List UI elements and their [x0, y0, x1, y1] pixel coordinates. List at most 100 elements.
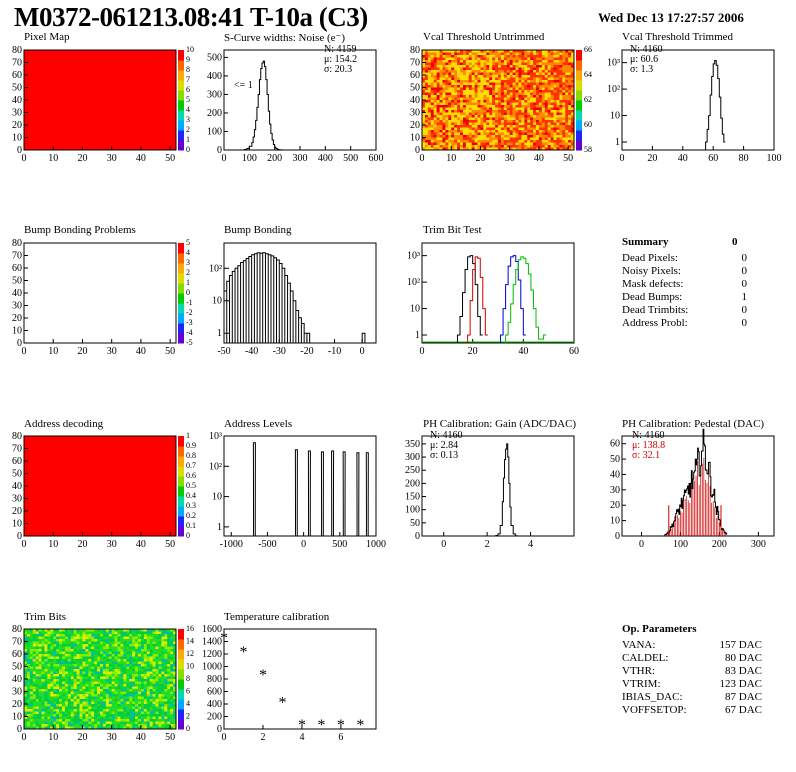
heatmap-cell: [91, 671, 95, 675]
heatmap-cell: [495, 127, 499, 131]
heatmap-cell: [173, 696, 177, 700]
heatmap-cell: [97, 701, 101, 705]
heatmap-cell: [26, 699, 31, 702]
heatmap-cell: [56, 639, 60, 642]
heatmap-cell: [173, 669, 177, 672]
heatmap-cell: [53, 661, 57, 665]
heatmap-cell: [527, 82, 531, 86]
heatmap-cell: [70, 669, 74, 672]
heatmap-cell: [454, 100, 458, 103]
heatmap-cell: [477, 72, 481, 76]
heatmap-cell: [468, 142, 472, 146]
heatmap-cell: [167, 709, 171, 712]
heatmap-cell: [483, 142, 487, 146]
heatmap-cell: [50, 646, 54, 650]
heatmap-cell: [538, 117, 543, 121]
heatmap-cell: [445, 92, 449, 96]
heatmap-cell: [506, 102, 510, 106]
heatmap-cell: [102, 711, 107, 715]
y-tick-label: 50: [12, 276, 22, 287]
heatmap-cell: [56, 649, 60, 652]
heatmap-cell: [91, 721, 95, 725]
stat-line: μ: 60.6: [630, 54, 658, 65]
heatmap-cell: [59, 691, 63, 695]
heatmap-cell: [538, 50, 543, 53]
heatmap-cell: [477, 55, 481, 58]
heatmap-cell: [138, 724, 142, 727]
heatmap-cell: [138, 631, 142, 635]
heatmap-cell: [29, 689, 34, 692]
heatmap-cell: [477, 87, 481, 91]
colorbar-cell: [178, 719, 184, 725]
heatmap-cell: [62, 654, 66, 657]
heatmap-cell: [56, 629, 60, 632]
heatmap-cell: [536, 80, 540, 83]
heatmap-cell: [88, 709, 92, 712]
heatmap-cell: [100, 661, 104, 665]
heatmap-cell: [158, 634, 162, 637]
heatmap-cell: [474, 97, 478, 101]
heatmap-cell: [164, 669, 168, 672]
heatmap-cell: [442, 135, 446, 138]
heatmap-cell: [489, 80, 493, 83]
heatmap-cell: [503, 122, 508, 126]
heatmap-cell: [536, 102, 540, 106]
heatmap-cell: [173, 689, 177, 692]
heatmap-cell: [76, 674, 80, 677]
heatmap-cell: [530, 57, 534, 61]
heatmap-cell: [457, 122, 461, 126]
address-peak: [320, 451, 324, 536]
heatmap-cell: [26, 654, 31, 657]
heatmap-cell: [135, 711, 139, 715]
heatmap-cell: [50, 704, 54, 707]
heatmap-cell: [477, 112, 481, 116]
page-title: M0372-061213.08:41 T-10a (C3): [14, 2, 368, 32]
heatmap-cell: [100, 681, 104, 685]
heatmap-cell: [67, 726, 72, 730]
heatmap-cell: [495, 75, 499, 78]
heatmap-cell: [97, 719, 101, 722]
y-tick-label: 30: [12, 494, 22, 505]
heatmap-cell: [140, 721, 145, 725]
heatmap-cell: [76, 664, 80, 667]
heatmap-cell: [155, 669, 159, 672]
heatmap-cell: [477, 82, 481, 86]
heatmap-cell: [498, 72, 502, 76]
heatmap-cell: [471, 110, 475, 113]
heatmap-cell: [79, 684, 83, 687]
heatmap-cell: [47, 696, 51, 700]
heatmap-cell: [433, 75, 437, 78]
heatmap-cell: [486, 115, 490, 118]
heatmap-cell: [533, 82, 537, 86]
heatmap-cell: [62, 636, 66, 640]
heatmap-cell: [457, 55, 461, 58]
heatmap-cell: [155, 711, 159, 715]
colorbar-cell: [178, 461, 184, 467]
heatmap-cell: [138, 721, 142, 725]
heatmap-cell: [132, 711, 136, 715]
heatmap-cell: [427, 72, 432, 76]
colorbar-cell: [178, 100, 184, 106]
heatmap-cell: [468, 52, 472, 56]
heatmap-cell: [53, 664, 57, 667]
heatmap-cell: [146, 634, 150, 637]
panel-title-address-decoding: Address decoding: [24, 418, 104, 430]
y-tick-label: 1600: [202, 624, 222, 635]
heatmap-cell: [152, 686, 156, 690]
heatmap-cell: [167, 654, 171, 657]
heatmap-cell: [503, 112, 508, 116]
heatmap-cell: [73, 704, 77, 707]
heatmap-cell: [123, 674, 127, 677]
heatmap-cell: [132, 661, 136, 665]
heatmap-cell: [442, 80, 446, 83]
heatmap-cell: [562, 85, 566, 88]
heatmap-cell: [35, 669, 39, 672]
heatmap-cell: [158, 684, 162, 687]
heatmap-cell: [32, 706, 36, 710]
heatmap-cell: [97, 656, 101, 660]
heatmap-cell: [88, 661, 92, 665]
heatmap-cell: [483, 127, 487, 131]
heatmap-cell: [35, 719, 39, 722]
heatmap-cell: [56, 704, 60, 707]
heatmap-cell: [67, 649, 72, 652]
